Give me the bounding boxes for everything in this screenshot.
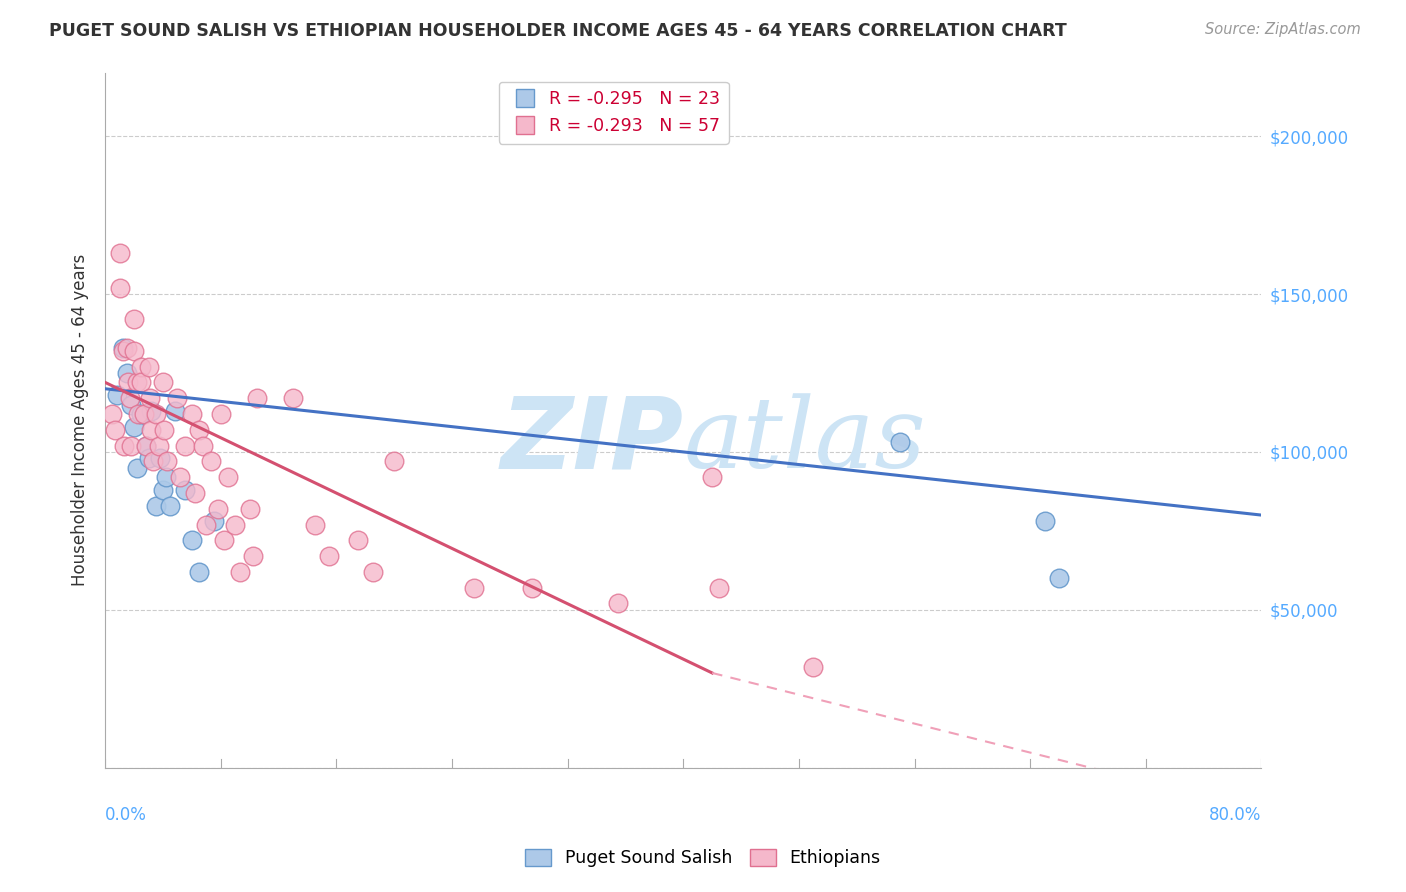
Point: [142, 454, 165, 468]
Point: [135, 439, 157, 453]
Point: [145, 407, 167, 421]
Point: [145, 499, 167, 513]
Point: [149, 451, 172, 466]
Point: [139, 391, 162, 405]
Point: [125, 460, 148, 475]
Point: [169, 470, 191, 484]
Point: [801, 659, 824, 673]
Point: [181, 407, 204, 421]
Point: [209, 407, 232, 421]
Point: [127, 407, 149, 421]
Point: [120, 439, 142, 453]
Point: [607, 597, 630, 611]
Point: [463, 581, 485, 595]
Point: [131, 407, 153, 421]
Point: [709, 581, 731, 595]
Point: [122, 312, 145, 326]
Point: [138, 359, 160, 374]
Text: 0.0%: 0.0%: [105, 805, 148, 824]
Point: [184, 486, 207, 500]
Point: [125, 376, 148, 390]
Point: [115, 341, 138, 355]
Point: [159, 499, 181, 513]
Point: [118, 391, 141, 405]
Point: [134, 407, 156, 421]
Point: [228, 565, 250, 579]
Point: [702, 470, 724, 484]
Point: [212, 533, 235, 548]
Point: [153, 423, 176, 437]
Point: [152, 483, 174, 497]
Text: 80.0%: 80.0%: [1209, 805, 1261, 824]
Point: [200, 454, 222, 468]
Point: [1047, 571, 1070, 585]
Point: [108, 246, 131, 260]
Point: [141, 404, 163, 418]
Point: [120, 398, 142, 412]
Text: atlas: atlas: [683, 393, 927, 489]
Point: [141, 423, 163, 437]
Legend: Puget Sound Salish, Ethiopians: Puget Sound Salish, Ethiopians: [519, 842, 887, 874]
Y-axis label: Householder Income Ages 45 - 64 years: Householder Income Ages 45 - 64 years: [72, 254, 89, 586]
Point: [115, 366, 138, 380]
Point: [173, 439, 195, 453]
Point: [188, 423, 211, 437]
Point: [318, 549, 340, 563]
Text: Source: ZipAtlas.com: Source: ZipAtlas.com: [1205, 22, 1361, 37]
Point: [105, 388, 128, 402]
Point: [111, 343, 134, 358]
Point: [242, 549, 264, 563]
Point: [193, 439, 215, 453]
Point: [246, 391, 269, 405]
Point: [101, 407, 124, 421]
Point: [135, 439, 157, 453]
Point: [148, 439, 170, 453]
Point: [239, 501, 262, 516]
Point: [347, 533, 370, 548]
Point: [152, 376, 174, 390]
Point: [155, 470, 177, 484]
Point: [195, 517, 218, 532]
Point: [122, 419, 145, 434]
Point: [117, 376, 139, 390]
Point: [304, 517, 326, 532]
Point: [163, 404, 186, 418]
Point: [1033, 515, 1056, 529]
Point: [281, 391, 304, 405]
Point: [156, 454, 179, 468]
Point: [173, 483, 195, 497]
Point: [166, 391, 188, 405]
Point: [202, 515, 225, 529]
Text: ZIP: ZIP: [501, 392, 683, 490]
Point: [104, 423, 127, 437]
Point: [111, 341, 134, 355]
Text: PUGET SOUND SALISH VS ETHIOPIAN HOUSEHOLDER INCOME AGES 45 - 64 YEARS CORRELATIO: PUGET SOUND SALISH VS ETHIOPIAN HOUSEHOL…: [49, 22, 1067, 40]
Point: [224, 517, 246, 532]
Point: [361, 565, 384, 579]
Point: [112, 439, 135, 453]
Point: [217, 470, 239, 484]
Point: [131, 376, 153, 390]
Point: [138, 451, 160, 466]
Point: [889, 435, 911, 450]
Point: [188, 565, 211, 579]
Point: [207, 501, 229, 516]
Legend: R = -0.295   N = 23, R = -0.293   N = 57: R = -0.295 N = 23, R = -0.293 N = 57: [499, 82, 728, 144]
Point: [122, 343, 145, 358]
Point: [382, 454, 405, 468]
Point: [181, 533, 204, 548]
Point: [520, 581, 543, 595]
Point: [108, 281, 131, 295]
Point: [131, 359, 153, 374]
